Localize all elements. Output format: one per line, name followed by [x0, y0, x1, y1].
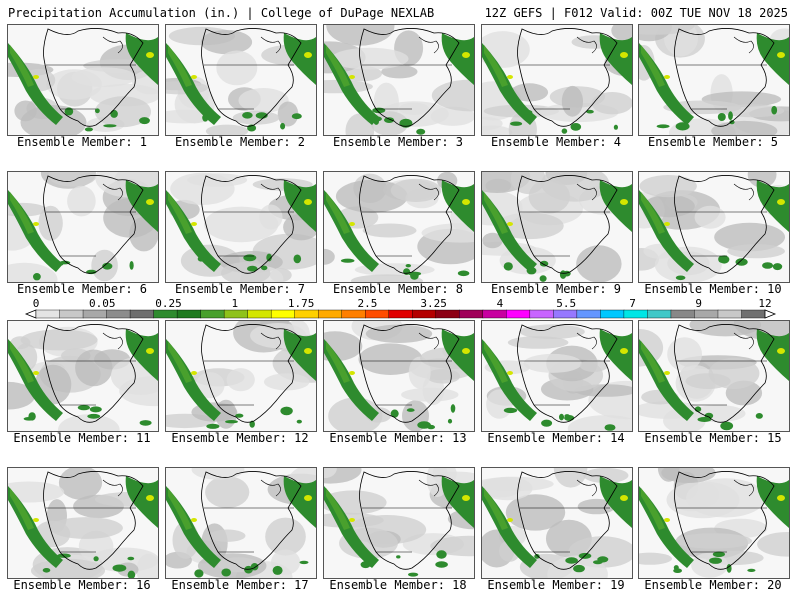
- scale-color-bin: [59, 309, 84, 319]
- scale-color-bin: [576, 309, 601, 319]
- scale-tick-label: 0: [33, 297, 40, 310]
- ensemble-member-map: [323, 320, 475, 432]
- ensemble-member-map: [638, 171, 790, 283]
- scale-tick-label: 9: [695, 297, 702, 310]
- ensemble-member-label: Ensemble Member: 19: [487, 578, 625, 592]
- scale-color-bin: [506, 309, 531, 319]
- ensemble-member-map: [638, 467, 790, 579]
- ensemble-member-label: Ensemble Member: 4: [490, 135, 622, 149]
- scale-color-bin: [600, 309, 625, 319]
- ensemble-member-map: [7, 171, 159, 283]
- scale-tick-label: 4: [497, 297, 504, 310]
- scale-color-bin: [82, 309, 108, 319]
- ensemble-member-map: [481, 171, 633, 283]
- ensemble-member-map: [323, 171, 475, 283]
- ensemble-member-map: [638, 320, 790, 432]
- ensemble-member-label: Ensemble Member: 9: [490, 282, 622, 296]
- ensemble-member-label: Ensemble Member: 5: [647, 135, 779, 149]
- scale-color-bin: [694, 309, 719, 319]
- ensemble-member-label: Ensemble Member: 6: [16, 282, 148, 296]
- ensemble-member-label: Ensemble Member: 3: [332, 135, 464, 149]
- scale-right-arrow: [764, 309, 777, 319]
- ensemble-member-label: Ensemble Member: 15: [644, 431, 782, 445]
- scale-color-bin: [670, 309, 695, 319]
- ensemble-member-label: Ensemble Member: 18: [329, 578, 467, 592]
- scale-color-bin: [200, 309, 225, 319]
- scale-tick-label: 0.05: [89, 297, 116, 310]
- ensemble-member-map: [481, 24, 633, 136]
- scale-tick-label: 2.5: [357, 297, 377, 310]
- scale-tick-label: 1.75: [288, 297, 315, 310]
- scale-color-bin: [623, 309, 648, 319]
- scale-tick-label: 5.5: [556, 297, 576, 310]
- ensemble-member-map: [165, 24, 317, 136]
- scale-color-bin: [365, 309, 390, 319]
- scale-color-bin: [129, 309, 155, 319]
- ensemble-member-map: [481, 320, 633, 432]
- scale-color-bin: [553, 309, 578, 319]
- scale-color-bin: [412, 309, 437, 319]
- ensemble-member-map: [7, 24, 159, 136]
- ensemble-member-label: Ensemble Member: 16: [13, 578, 151, 592]
- ensemble-member-map: [481, 467, 633, 579]
- scale-color-bin: [482, 309, 507, 319]
- scale-color-bin: [35, 309, 61, 319]
- ensemble-member-label: Ensemble Member: 12: [171, 431, 309, 445]
- scale-color-bin: [435, 309, 460, 319]
- scale-color-bin: [529, 309, 554, 319]
- scale-left-arrow: [24, 309, 37, 319]
- precipitation-color-scale: 0 0.05 0.25 1 1.75 2.5 3.25 4 5.5 7 9 12: [24, 297, 777, 319]
- ensemble-member-label: Ensemble Member: 17: [171, 578, 309, 592]
- ensemble-member-map: [638, 24, 790, 136]
- ensemble-member-label: Ensemble Member: 11: [13, 431, 151, 445]
- scale-color-bin: [223, 309, 249, 319]
- scale-tick-label: 1: [231, 297, 238, 310]
- ensemble-member-map: [7, 467, 159, 579]
- ensemble-member-label: Ensemble Member: 1: [16, 135, 148, 149]
- scale-tick-label: 7: [629, 297, 636, 310]
- ensemble-member-label: Ensemble Member: 7: [174, 282, 306, 296]
- scale-tick-label: 0.25: [155, 297, 182, 310]
- run-valid-time: 12Z GEFS | F012 Valid: 00Z TUE NOV 18 20…: [484, 6, 788, 20]
- scale-color-bin: [341, 309, 366, 319]
- scale-color-bin: [647, 309, 672, 319]
- scale-color-bin: [717, 309, 742, 319]
- ensemble-member-label: Ensemble Member: 20: [644, 578, 782, 592]
- ensemble-member-map: [7, 320, 159, 432]
- scale-color-bin: [247, 309, 272, 319]
- scale-color-bin: [176, 309, 202, 319]
- scale-tick-label: 12: [758, 297, 771, 310]
- scale-tick-label: 3.25: [420, 297, 447, 310]
- scale-color-bin: [317, 309, 343, 319]
- scale-color-bin: [106, 309, 131, 319]
- scale-color-bin: [388, 309, 413, 319]
- ensemble-member-map: [323, 467, 475, 579]
- ensemble-member-label: Ensemble Member: 8: [332, 282, 464, 296]
- scale-color-bin: [459, 309, 484, 319]
- ensemble-member-label: Ensemble Member: 2: [174, 135, 306, 149]
- scale-color-bin: [270, 309, 296, 319]
- ensemble-member-map: [165, 467, 317, 579]
- chart-title: Precipitation Accumulation (in.) | Colle…: [8, 6, 435, 20]
- scale-color-bin: [294, 309, 319, 319]
- ensemble-member-label: Ensemble Member: 14: [487, 431, 625, 445]
- ensemble-member-map: [165, 320, 317, 432]
- ensemble-member-map: [165, 171, 317, 283]
- scale-color-bin: [741, 309, 766, 319]
- ensemble-member-map: [323, 24, 475, 136]
- ensemble-member-label: Ensemble Member: 13: [329, 431, 467, 445]
- scale-color-bin: [153, 309, 178, 319]
- ensemble-member-label: Ensemble Member: 10: [644, 282, 782, 296]
